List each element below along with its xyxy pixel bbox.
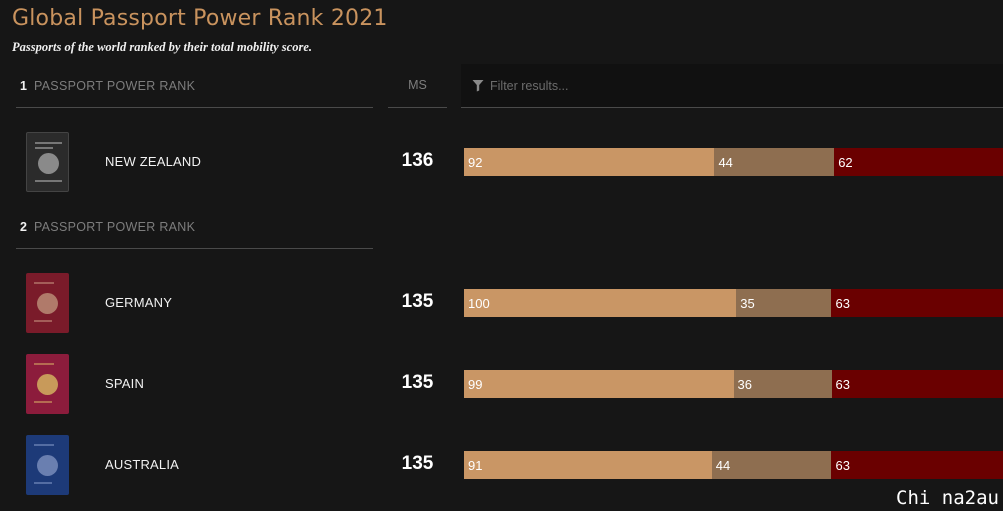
country-row-spain[interactable]: SPAIN 135 99 36 63 (0, 354, 1003, 416)
watermark: Chi na2au (896, 487, 999, 509)
visa-required-segment: 63 (831, 370, 1003, 398)
visa-free-segment: 100 (464, 289, 737, 317)
rank-label: PASSPORT POWER RANK (33, 219, 196, 234)
country-name: NEW ZEALAND (105, 154, 202, 169)
filter-icon (472, 80, 484, 92)
passport-image (26, 435, 69, 495)
mobility-score: 135 (401, 453, 434, 474)
mobility-score: 135 (401, 372, 434, 393)
visa-free-segment: 92 (464, 148, 715, 176)
page-title: Global Passport Power Rank 2021 (12, 6, 388, 31)
country-row-australia[interactable]: AUSTRALIA 135 91 44 63 (0, 435, 1003, 497)
country-row-new-zealand[interactable]: NEW ZEALAND 136 92 44 62 (0, 132, 1003, 194)
rank-number: 2 (20, 219, 27, 234)
country-row-germany[interactable]: GERMANY 135 100 35 63 (0, 273, 1003, 335)
rank-header-2: 2 PASSPORT POWER RANK (16, 205, 373, 249)
visa-required-segment: 62 (834, 148, 1003, 176)
visa-free-segment: 99 (464, 370, 734, 398)
country-name: AUSTRALIA (105, 457, 180, 472)
passport-image (26, 273, 69, 333)
ms-column-header: MS (388, 64, 447, 108)
visa-required-segment: 63 (831, 451, 1003, 479)
score-bar: 91 44 63 (464, 451, 1003, 479)
visa-free-segment: 91 (464, 451, 712, 479)
visa-on-arrival-segment: 35 (736, 289, 832, 317)
rank-number: 1 (20, 78, 27, 93)
score-bar: 100 35 63 (464, 289, 1003, 317)
country-name: GERMANY (105, 295, 173, 310)
filter-box[interactable] (461, 64, 1003, 108)
page-subtitle: Passports of the world ranked by their t… (12, 40, 313, 54)
passport-image (26, 354, 69, 414)
score-bar: 92 44 62 (464, 148, 1003, 176)
visa-on-arrival-segment: 44 (714, 148, 835, 176)
visa-required-segment: 63 (831, 289, 1003, 317)
country-name: SPAIN (105, 376, 145, 391)
rank-label: PASSPORT POWER RANK (33, 78, 196, 93)
passport-image (26, 132, 69, 192)
mobility-score: 135 (401, 291, 434, 312)
mobility-score: 136 (401, 150, 434, 171)
visa-on-arrival-segment: 36 (733, 370, 832, 398)
rank-header-1: 1 PASSPORT POWER RANK (16, 64, 373, 108)
filter-input[interactable] (490, 78, 790, 93)
visa-on-arrival-segment: 44 (711, 451, 832, 479)
score-bar: 99 36 63 (464, 370, 1003, 398)
